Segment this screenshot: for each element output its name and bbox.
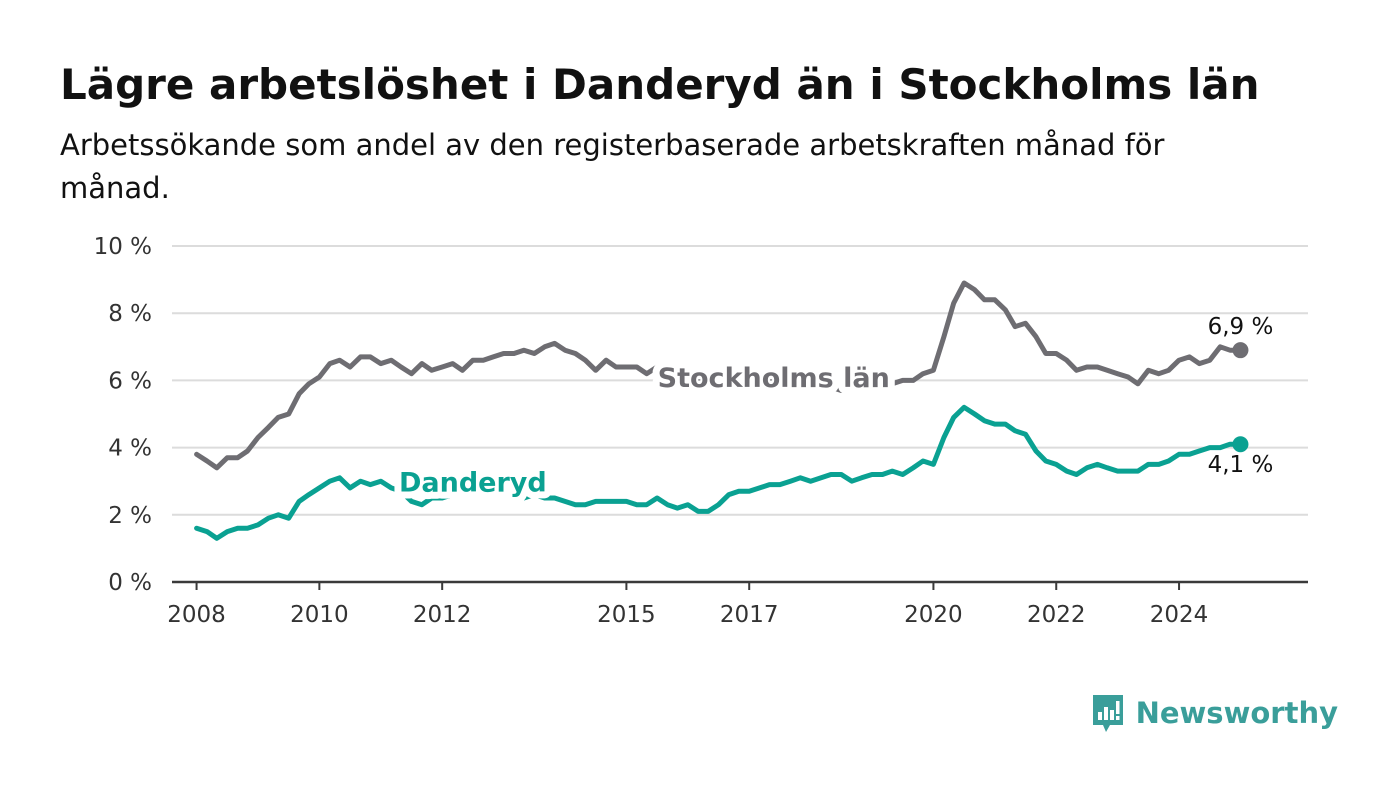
series-lines bbox=[194, 280, 1249, 541]
series-end-marker bbox=[1232, 436, 1249, 453]
end-value-label: 6,9 % bbox=[1208, 314, 1274, 340]
end-value-label: 4,1 % bbox=[1208, 452, 1274, 478]
x-tick-label: 2015 bbox=[597, 602, 656, 628]
y-axis-labels: 0 % 2 % 4 % 6 % 8 % 10 % bbox=[94, 234, 152, 596]
y-tick-label: 10 % bbox=[94, 234, 152, 260]
x-tick-label: 2022 bbox=[1027, 602, 1086, 628]
x-tick-label: 2020 bbox=[904, 602, 963, 628]
gridlines bbox=[172, 245, 1308, 584]
y-tick-label: 4 % bbox=[108, 436, 152, 462]
brand-name: Newsworthy bbox=[1135, 696, 1338, 730]
x-tick-label: 2010 bbox=[290, 602, 349, 628]
bar-chart-bubble-icon bbox=[1092, 695, 1123, 732]
series-line bbox=[194, 280, 1243, 471]
series-end-marker bbox=[1232, 342, 1249, 359]
y-tick-label: 6 % bbox=[108, 368, 152, 394]
series-label: Danderyd bbox=[399, 467, 547, 498]
series-line bbox=[194, 404, 1243, 541]
y-tick-label: 8 % bbox=[108, 301, 152, 327]
x-tick-label: 2012 bbox=[413, 602, 472, 628]
x-axis-labels: 2008 2010 2012 2015 2017 2020 2022 2024 bbox=[167, 582, 1208, 628]
x-tick-label: 2024 bbox=[1150, 602, 1209, 628]
chart-subtitle: Arbetssökande som andel av den registerb… bbox=[60, 128, 1165, 205]
series-label: Stockholms län bbox=[658, 363, 890, 394]
y-tick-label: 0 % bbox=[108, 570, 152, 596]
line-chart: 0 % 2 % 4 % 6 % 8 % 10 % 2008 2010 2012 2015 2017… bbox=[94, 234, 1308, 628]
y-tick-label: 2 % bbox=[108, 503, 152, 529]
series-labels: Stockholms län Danderyd 6,9 % 4,1 % bbox=[392, 314, 1274, 505]
x-tick-label: 2008 bbox=[167, 602, 226, 628]
x-tick-label: 2017 bbox=[720, 602, 779, 628]
chart-title: Lägre arbetslöshet i Danderyd än i Stock… bbox=[60, 60, 1260, 109]
brand-logo: Newsworthy bbox=[1090, 692, 1338, 734]
